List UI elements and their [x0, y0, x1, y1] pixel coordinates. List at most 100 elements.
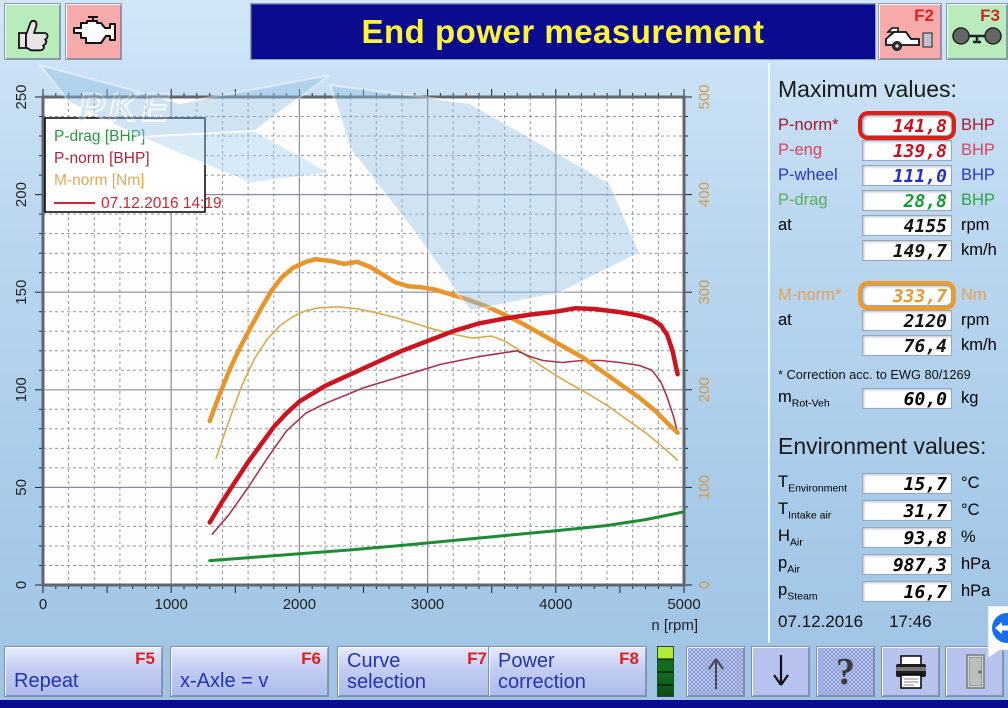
down-arrow-icon — [772, 654, 789, 686]
env-row-intake: TIntake air 31,7 °C — [778, 497, 1008, 524]
mnorm-unit: Nm — [961, 286, 987, 304]
pdrag-label: P-drag — [778, 191, 828, 209]
value-row-pnorm: P-norm* 141,8 BHP — [778, 113, 1008, 138]
value-row-mnorm: M-norm* 333,7 Nm — [778, 283, 1008, 308]
air-pressure-value: 987,3 — [862, 554, 952, 576]
pnorm-label: P-norm* — [778, 116, 839, 134]
temp-intake-label: TIntake air — [778, 499, 832, 522]
repeat-button-label: Repeat — [14, 670, 79, 692]
at-speed-unit: km/h — [961, 241, 997, 259]
f2-key-label: F2 — [914, 6, 934, 25]
mass-value: 60,0 — [862, 388, 952, 410]
pdrag-unit: BHP — [961, 191, 995, 209]
thumb-up-icon — [17, 19, 48, 51]
pwheel-value: 111,0 — [862, 165, 952, 187]
svg-text:200: 200 — [13, 182, 30, 207]
x-axle-button-label: x-Axle = v — [180, 670, 269, 692]
svg-text:100: 100 — [696, 475, 713, 500]
steam-pressure-value: 16,7 — [862, 581, 952, 603]
print-button[interactable] — [881, 646, 940, 697]
legend-item-pdrag: P-drag [BHP] — [54, 128, 145, 145]
svg-text:3000: 3000 — [411, 596, 444, 613]
scroll-down-button[interactable] — [751, 646, 810, 697]
exit-door-icon — [965, 653, 985, 689]
mnorm-label: M-norm* — [778, 286, 842, 304]
repeat-button[interactable]: F5 Repeat — [4, 646, 163, 697]
axle-icon — [952, 26, 1002, 45]
air-pressure-label: pAir — [778, 553, 801, 576]
scroll-up-button[interactable] — [686, 646, 745, 697]
curve-selection-button[interactable]: F7 Curve selection — [337, 646, 495, 697]
humidity-unit: % — [961, 528, 976, 546]
mass-unit: kg — [961, 389, 979, 407]
env-row-humidity: HAir 93,8 % — [778, 524, 1008, 551]
value-row-at-speed: 149,7 km/h — [778, 238, 1008, 263]
mnorm-speed-unit: km/h — [961, 336, 997, 354]
axle-f3-button[interactable]: F3 — [946, 3, 1008, 60]
power-correction-button[interactable]: F8 Power correction — [488, 646, 647, 697]
engine-icon — [72, 15, 116, 44]
legend-item-mnorm: M-norm [Nm] — [54, 172, 144, 189]
exit-button[interactable] — [945, 646, 1004, 697]
value-row-pdrag: P-drag 28,8 BHP — [778, 188, 1008, 213]
value-row-mnorm-rpm: at 2120 rpm — [778, 308, 1008, 333]
chart-area: 0 1000 2000 3000 4000 5000 0 50 100 150 200 250 0 100… — [0, 63, 770, 643]
svg-text:0: 0 — [39, 596, 47, 613]
car-roller-icon — [885, 26, 933, 51]
title-bar: End power measurement — [250, 3, 876, 60]
svg-text:100: 100 — [13, 377, 30, 402]
up-arrow-icon — [707, 657, 724, 689]
legend-box — [44, 117, 206, 213]
teamviewer-icon — [987, 605, 1008, 659]
at-rpm-value: 4155 — [862, 215, 952, 237]
env-row-steam: pSteam 16,7 hPa — [778, 578, 1008, 605]
value-row-mnorm-speed: 76,4 km/h — [778, 333, 1008, 358]
svg-text:500: 500 — [696, 84, 713, 109]
svg-text:200: 200 — [696, 377, 713, 402]
pke-watermark-logo: PKE — [37, 63, 642, 313]
bottom-separator — [0, 700, 1008, 708]
svg-text:5000: 5000 — [667, 596, 700, 613]
svg-text:4000: 4000 — [539, 596, 572, 613]
steam-pressure-label: pSteam — [778, 580, 818, 603]
mnorm-value: 333,7 — [862, 285, 952, 307]
at-speed-value: 149,7 — [862, 240, 952, 262]
svg-text:n [rpm]: n [rpm] — [651, 617, 698, 634]
value-row-peng: P-eng 139,8 BHP — [778, 138, 1008, 163]
help-button[interactable]: ? — [816, 646, 875, 697]
temp-intake-value: 31,7 — [862, 500, 952, 522]
teamviewer-overlay-button[interactable] — [984, 605, 1008, 663]
at-rpm-unit: rpm — [961, 216, 990, 234]
mnorm-rpm-value: 2120 — [862, 310, 952, 332]
svg-text:2000: 2000 — [283, 596, 316, 613]
svg-text:250: 250 — [13, 84, 30, 109]
svg-text:400: 400 — [696, 182, 713, 207]
peng-unit: BHP — [961, 141, 995, 159]
x-axle-button[interactable]: F6 x-Axle = v — [170, 646, 329, 697]
value-row-mass: mRot-Veh 60,0 kg — [778, 386, 1008, 411]
value-row-pwheel: P-wheel 111,0 BHP — [778, 163, 1008, 188]
mnorm-speed-value: 76,4 — [862, 335, 952, 357]
mnorm-rpm-unit: rpm — [961, 311, 990, 329]
humidity-value: 93,8 — [862, 527, 952, 549]
confirm-button[interactable] — [4, 3, 61, 60]
temp-intake-unit: °C — [961, 501, 980, 519]
engine-button[interactable] — [65, 3, 122, 60]
vehicle-f2-button[interactable]: F2 — [878, 3, 942, 60]
svg-text:300: 300 — [696, 280, 713, 305]
svg-text:1000: 1000 — [155, 596, 188, 613]
env-row-pressure: pAir 987,3 hPa — [778, 551, 1008, 578]
peng-value: 139,8 — [862, 140, 952, 162]
power-correction-button-label: Power correction — [498, 650, 586, 693]
temp-env-unit: °C — [961, 474, 980, 492]
pnorm-value: 141,8 — [862, 115, 952, 137]
status-time: 17:46 — [889, 612, 932, 631]
f6-key-label: F6 — [301, 649, 321, 668]
svg-text:50: 50 — [13, 479, 30, 496]
f7-key-label: F7 — [467, 649, 487, 668]
legend-item-pnorm: P-norm [BHP] — [54, 150, 150, 167]
values-panel: Maximum values: P-norm* 141,8 BHP P-eng … — [768, 63, 1008, 643]
f5-key-label: F5 — [135, 649, 155, 668]
air-pressure-unit: hPa — [961, 555, 991, 573]
